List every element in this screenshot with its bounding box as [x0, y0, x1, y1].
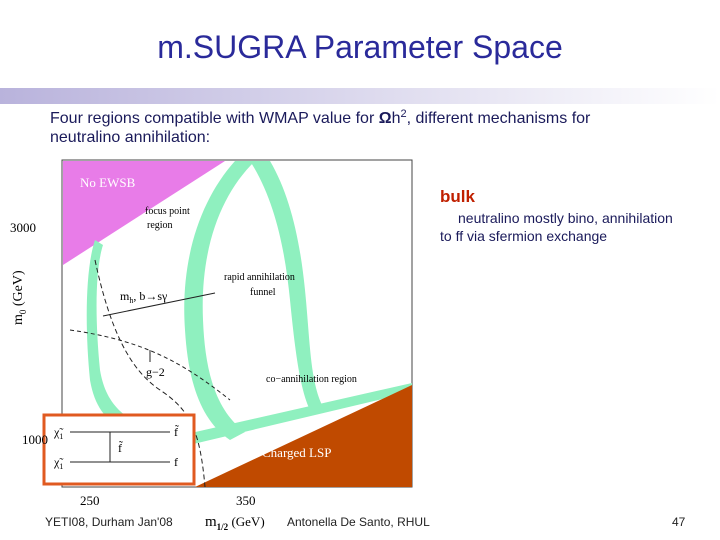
- mh-bound: [94, 259, 206, 488]
- x-tick-label: 250: [80, 493, 100, 508]
- feynman-label: f: [174, 455, 178, 469]
- funnel-band: [184, 161, 255, 440]
- footer-left: YETI08, Durham Jan'08: [45, 515, 173, 529]
- coann-band: [160, 383, 412, 450]
- region-label: No EWSB: [80, 175, 136, 190]
- feynman-label: f̃: [118, 440, 123, 455]
- footer-center: Antonella De Santo, RHUL: [287, 515, 430, 529]
- intro-text: Four regions compatible with WMAP value …: [50, 108, 591, 127]
- region-label: region: [147, 220, 173, 231]
- title-band: [0, 88, 720, 104]
- region-label: focus point: [145, 206, 190, 217]
- feynman-box: [42, 413, 196, 486]
- bulk-text: neutralino mostly bino, annihilation: [458, 210, 673, 226]
- y-axis-label: m0 (GeV): [11, 270, 28, 325]
- region-label: mh, b→sγ: [120, 289, 168, 305]
- region-label: co−annihilation region: [266, 374, 357, 385]
- region-label: rapid annihilation: [224, 272, 295, 283]
- no-ewsb-region: [63, 161, 225, 265]
- x-tick-label: 350: [236, 493, 256, 508]
- plot: No EWSB focus point region rapid annihil…: [10, 159, 413, 532]
- x-axis-label: m1/2 (GeV): [205, 514, 265, 532]
- feynman-label: χ̃1: [53, 425, 63, 441]
- bulk-title: bulk: [440, 187, 475, 206]
- region-label: funnel: [250, 287, 276, 298]
- y-tick-label: 3000: [10, 220, 36, 235]
- funnel-band: [250, 161, 322, 410]
- arrow: [102, 292, 216, 317]
- page-number: 47: [672, 515, 686, 529]
- region-label: Charged LSP: [262, 445, 331, 460]
- feynman-diagram: χ̃1 χ̃1 f̃ f̃ f: [53, 424, 179, 471]
- intro-text: neutralino annihilation:: [50, 129, 210, 146]
- g2-bound: [69, 329, 231, 401]
- slide-title: m.SUGRA Parameter Space: [157, 29, 562, 65]
- charged-lsp-region: [195, 385, 412, 487]
- feynman-label: f̃: [174, 424, 179, 439]
- feynman-label: χ̃1: [53, 455, 63, 471]
- bulk-text: to ff via sfermion exchange: [440, 228, 607, 244]
- focus-band: [86, 240, 160, 440]
- y-tick-label: 1000: [22, 432, 48, 447]
- region-label: g−2: [146, 365, 165, 379]
